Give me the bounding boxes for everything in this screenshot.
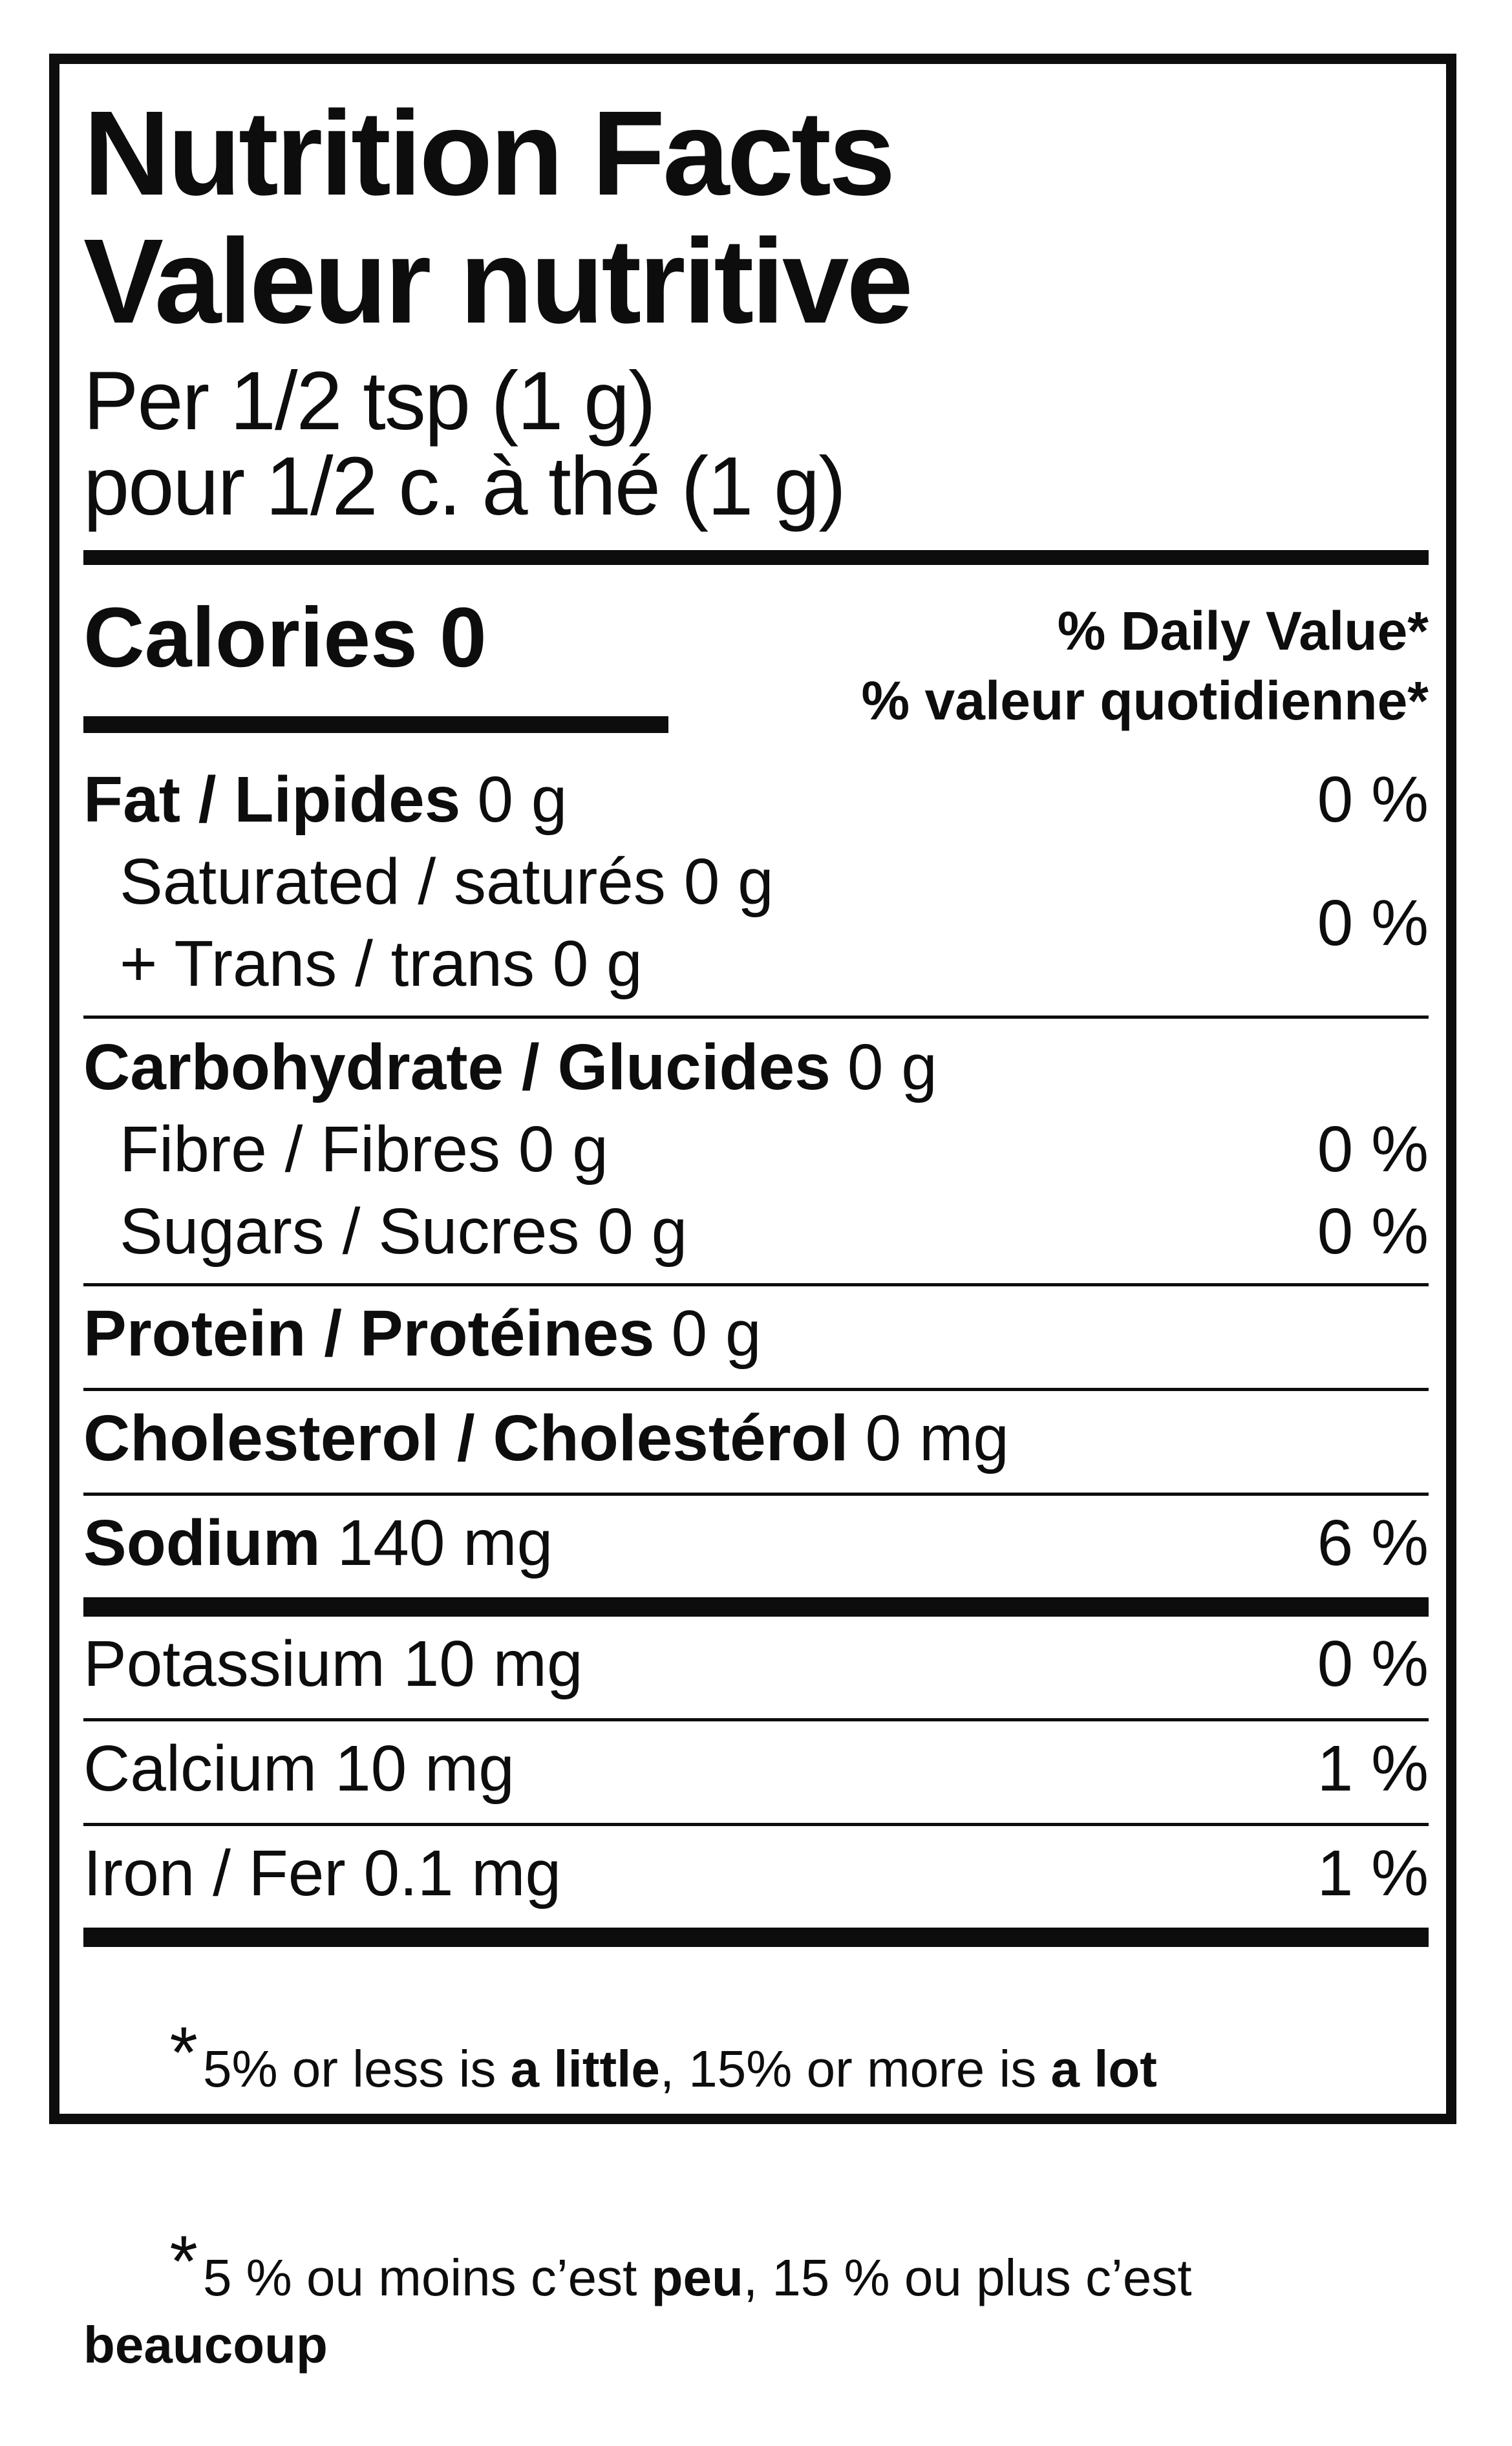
serving-size-english: Per 1/2 tsp (1 g) bbox=[83, 355, 656, 447]
fibre-daily-value: 0 % bbox=[1317, 1113, 1429, 1186]
footnote-english-asterisk: * bbox=[169, 2012, 198, 2093]
footnotes: * 5% or less is a little, 15% or more is … bbox=[83, 1961, 1429, 2446]
iron-daily-value: 1 % bbox=[1317, 1837, 1429, 1909]
potassium-label: Potassium 10 mg bbox=[83, 1628, 583, 1700]
protein-group: Protein / Protéines 0 g bbox=[83, 1286, 1429, 1388]
divider-after-protein bbox=[83, 1388, 1429, 1391]
footnote-french-text-2: , 15 % ou plus c’est bbox=[743, 2249, 1206, 2306]
calories-section: Calories 0 % Daily Value* % valeur quotid… bbox=[83, 592, 1429, 736]
fat-label: Fat / Lipides bbox=[83, 763, 461, 836]
row-iron: Iron / Fer 0.1 mg 1 % bbox=[83, 1833, 1429, 1915]
row-fat: Fat / Lipides 0 g 0 % bbox=[83, 759, 1429, 841]
calcium-group: Calcium 10 mg 1 % bbox=[83, 1721, 1429, 1823]
daily-value-header-english: % Daily Value* bbox=[1057, 601, 1429, 661]
protein-amount: 0 g bbox=[671, 1297, 761, 1370]
row-sodium: Sodium 140 mg 6 % bbox=[83, 1502, 1429, 1584]
divider-after-potassium bbox=[83, 1718, 1429, 1721]
fat-amount: 0 g bbox=[477, 763, 568, 836]
saturated-line: Saturated / saturés 0 g bbox=[120, 845, 774, 918]
sodium-group: Sodium 140 mg 6 % bbox=[83, 1496, 1429, 1597]
cholesterol-group: Cholesterol / Cholestérol 0 mg bbox=[83, 1391, 1429, 1493]
carbohydrate-amount: 0 g bbox=[847, 1031, 937, 1103]
daily-value-header: % Daily Value* % valeur quotidienne* bbox=[862, 596, 1429, 736]
iron-label: Iron / Fer 0.1 mg bbox=[83, 1837, 562, 1909]
divider-after-fat bbox=[83, 1016, 1429, 1019]
thick-bar-after-sodium bbox=[83, 1597, 1429, 1617]
row-cholesterol: Cholesterol / Cholestérol 0 mg bbox=[83, 1398, 1429, 1480]
calcium-label: Calcium 10 mg bbox=[83, 1732, 515, 1805]
thick-bar-after-iron bbox=[83, 1928, 1429, 1947]
trans-line: + Trans / trans 0 g bbox=[120, 928, 643, 1000]
footnote-english-text-2: , 15% or more is bbox=[659, 2040, 1051, 2098]
divider-after-cholesterol bbox=[83, 1493, 1429, 1496]
footnote-english-bold-1: a little bbox=[510, 2040, 660, 2098]
nutrition-facts-label: Nutrition Facts Valeur nutritive Per 1/2… bbox=[49, 54, 1456, 2374]
fibre-label: Fibre / Fibres 0 g bbox=[120, 1113, 608, 1186]
protein-label-line: Protein / Protéines 0 g bbox=[83, 1293, 761, 1375]
sugars-daily-value: 0 % bbox=[1317, 1195, 1429, 1268]
header-divider bbox=[83, 550, 1429, 565]
sodium-label: Sodium bbox=[83, 1507, 321, 1579]
cholesterol-label: Cholesterol / Cholestérol bbox=[83, 1402, 849, 1474]
row-saturated-trans: Saturated / saturés 0 g + Trans / trans … bbox=[83, 841, 1429, 1005]
footnote-english-bold-2: a lot bbox=[1050, 2040, 1157, 2098]
serving-size-french: pour 1/2 c. à thé (1 g) bbox=[83, 440, 846, 533]
carbohydrate-label-line: Carbohydrate / Glucides 0 g bbox=[83, 1026, 937, 1109]
title-french: Valeur nutritive bbox=[83, 215, 913, 348]
sodium-amount: 140 mg bbox=[337, 1507, 553, 1579]
footnote-french-asterisk: * bbox=[169, 2221, 198, 2302]
divider-after-carbohydrate bbox=[83, 1283, 1429, 1286]
serving-size-block: Per 1/2 tsp (1 g) pour 1/2 c. à thé (1 g… bbox=[83, 359, 1429, 529]
fat-group: Fat / Lipides 0 g 0 % Saturated / saturés… bbox=[83, 751, 1429, 1016]
daily-value-header-french: % valeur quotidienne* bbox=[861, 670, 1429, 731]
sodium-label-line: Sodium 140 mg bbox=[83, 1502, 553, 1584]
carbohydrate-group: Carbohydrate / Glucides 0 g Fibre / Fibre… bbox=[83, 1019, 1429, 1283]
nutrient-rows: Fat / Lipides 0 g 0 % Saturated / saturés… bbox=[83, 751, 1429, 1947]
potassium-daily-value: 0 % bbox=[1317, 1628, 1429, 1700]
saturated-trans-daily-value: 0 % bbox=[1317, 886, 1429, 959]
calcium-daily-value: 1 % bbox=[1317, 1732, 1429, 1805]
saturated-trans-lines: Saturated / saturés 0 g + Trans / trans … bbox=[83, 841, 774, 1005]
fat-label-line: Fat / Lipides 0 g bbox=[83, 759, 567, 841]
row-potassium: Potassium 10 mg 0 % bbox=[83, 1623, 1429, 1705]
footnote-french-bold-2: beaucoup bbox=[83, 2316, 328, 2374]
sodium-daily-value: 6 % bbox=[1317, 1507, 1429, 1579]
calories-value: 0 bbox=[439, 590, 487, 685]
fat-daily-value: 0 % bbox=[1317, 763, 1429, 836]
row-protein: Protein / Protéines 0 g bbox=[83, 1293, 1429, 1375]
label-header: Nutrition Facts Valeur nutritive Per 1/2… bbox=[83, 90, 1429, 529]
divider-after-calcium bbox=[83, 1823, 1429, 1826]
row-sugars: Sugars / Sucres 0 g 0 % bbox=[83, 1191, 1429, 1273]
row-carbohydrate: Carbohydrate / Glucides 0 g bbox=[83, 1026, 1429, 1109]
title-english: Nutrition Facts bbox=[83, 87, 895, 220]
cholesterol-label-line: Cholesterol / Cholestérol 0 mg bbox=[83, 1398, 1009, 1480]
row-fibre: Fibre / Fibres 0 g 0 % bbox=[83, 1109, 1429, 1191]
footnote-english: * 5% or less is a little, 15% or more is … bbox=[83, 1961, 1429, 2170]
sugars-label: Sugars / Sucres 0 g bbox=[120, 1195, 688, 1268]
footnote-french-text-1: 5 % ou moins c’est bbox=[202, 2249, 652, 2306]
potassium-group: Potassium 10 mg 0 % bbox=[83, 1617, 1429, 1718]
footnote-english-text-1: 5% or less is bbox=[202, 2040, 511, 2098]
cholesterol-amount: 0 mg bbox=[865, 1402, 1009, 1474]
iron-group: Iron / Fer 0.1 mg 1 % bbox=[83, 1826, 1429, 1928]
calories-label: Calories bbox=[83, 590, 418, 685]
row-calcium: Calcium 10 mg 1 % bbox=[83, 1728, 1429, 1810]
carbohydrate-label: Carbohydrate / Glucides bbox=[83, 1031, 831, 1103]
footnote-french-bold-1: peu bbox=[651, 2249, 743, 2306]
footnote-french: * 5 % ou moins c’est peu, 15 % ou plus c’… bbox=[83, 2170, 1429, 2446]
calories-line: Calories 0 bbox=[83, 592, 668, 733]
protein-label: Protein / Protéines bbox=[83, 1297, 655, 1370]
page: { "label": { "title_en": "Nutrition Fact… bbox=[49, 54, 1456, 2374]
